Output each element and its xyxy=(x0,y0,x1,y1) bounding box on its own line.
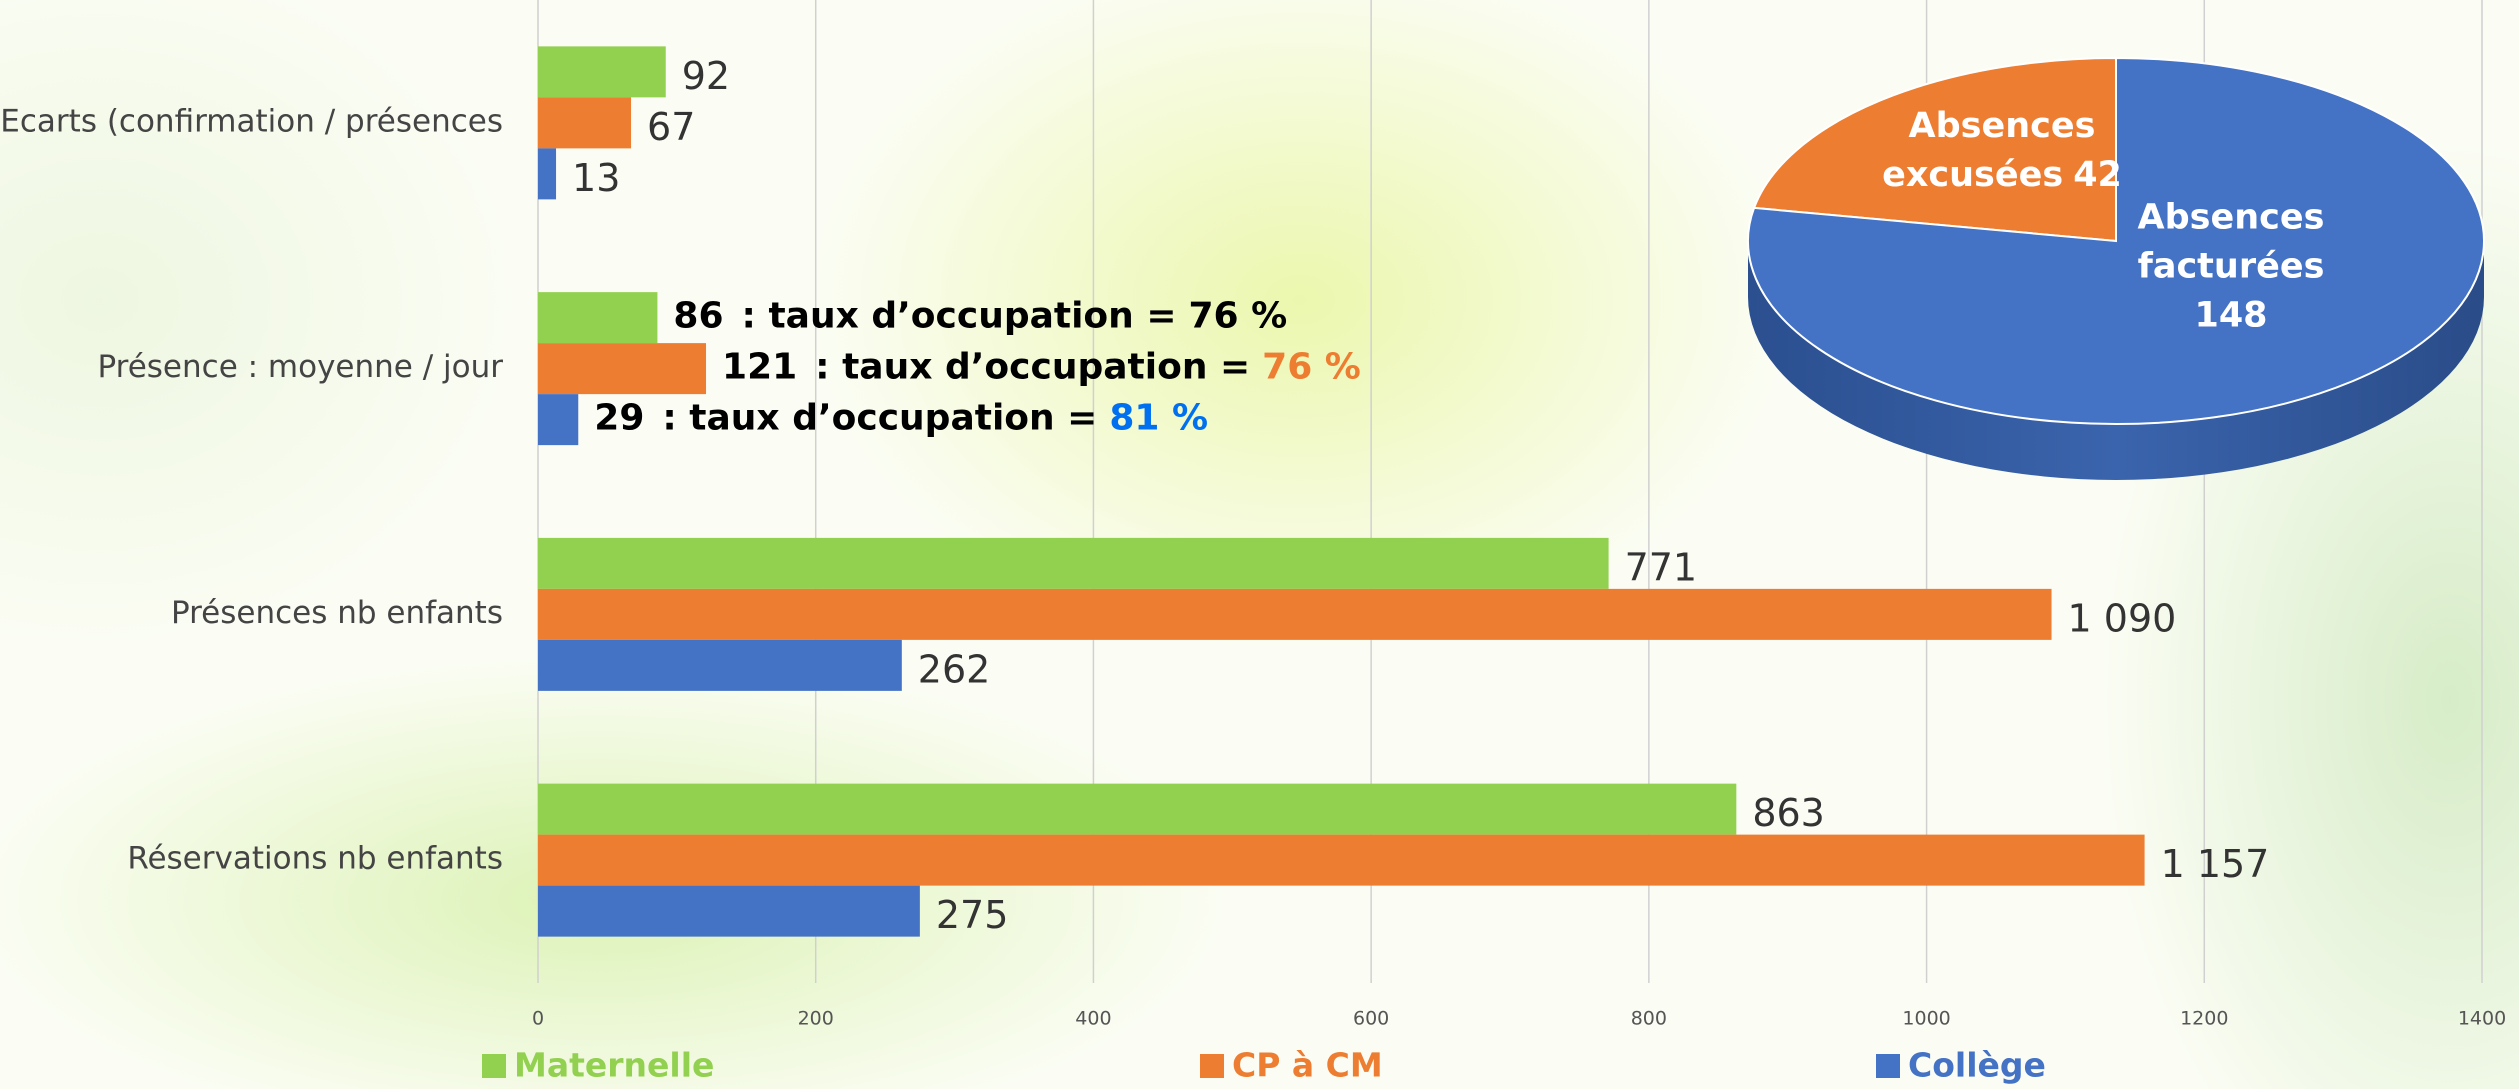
pie-slice xyxy=(1752,56,2117,243)
occupancy-text: : taux d’occupation = xyxy=(815,347,1250,388)
bar xyxy=(538,885,920,937)
bar xyxy=(538,148,557,200)
value-text: 121 xyxy=(722,347,797,388)
value-label: 1 157 xyxy=(2161,842,2270,886)
bar xyxy=(538,639,902,691)
value-text: 1 090 xyxy=(2068,596,2177,640)
y-tick-label: Réservations nb enfants xyxy=(127,841,503,877)
legend-label: CP à CM xyxy=(1232,1046,1383,1085)
occupancy-rate: 76 % xyxy=(1189,296,1288,337)
legend-label: Collège xyxy=(1908,1046,2046,1085)
bar xyxy=(538,588,2052,640)
x-tick-label: 600 xyxy=(1353,1008,1389,1030)
y-tick-label: Ecarts (confirmation / présences xyxy=(0,103,503,139)
value-label: 121 : taux d’occupation = 76 % xyxy=(722,347,1361,388)
value-label: 13 xyxy=(572,155,620,199)
legend-label: Maternelle xyxy=(514,1046,714,1085)
y-tick-label: Présences nb enfants xyxy=(171,595,503,631)
value-label: 67 xyxy=(647,104,695,148)
bar xyxy=(538,537,1609,589)
bar xyxy=(538,394,579,446)
value-label: 262 xyxy=(918,647,991,691)
bar xyxy=(538,97,632,149)
value-text: 1 157 xyxy=(2161,842,2270,886)
value-label: 863 xyxy=(1752,791,1825,835)
value-text: 275 xyxy=(936,893,1009,937)
x-tick-label: 0 xyxy=(532,1008,544,1030)
value-text: 67 xyxy=(647,104,695,148)
legend-swatch xyxy=(1876,1054,1900,1078)
value-text: 771 xyxy=(1625,545,1698,589)
bar xyxy=(538,46,666,98)
pie-slice xyxy=(1747,56,2485,425)
occupancy-rate: 76 % xyxy=(1262,347,1361,388)
value-text: 29 xyxy=(594,398,644,439)
occupancy-rate: 81 % xyxy=(1109,398,1208,439)
pie-side xyxy=(1748,241,2484,480)
x-tick-label: 400 xyxy=(1075,1008,1111,1030)
value-label: 86 : taux d’occupation = 76 % xyxy=(673,296,1287,337)
x-tick-label: 200 xyxy=(798,1008,834,1030)
x-tick-label: 1000 xyxy=(1902,1008,1950,1030)
occupancy-text: : taux d’occupation = xyxy=(742,296,1177,337)
value-label: 92 xyxy=(682,53,730,97)
legend-swatch xyxy=(482,1054,506,1078)
value-label: 29 : taux d’occupation = 81 % xyxy=(594,398,1208,439)
pie-value: 148 xyxy=(2194,295,2268,336)
value-label: 1 090 xyxy=(2068,596,2177,640)
pie-label: Absences excusées 42 xyxy=(1857,102,2147,200)
pie-label-text: Absences excusées xyxy=(1882,106,2096,195)
x-tick-label: 1200 xyxy=(2180,1008,2228,1030)
bar xyxy=(538,783,1737,835)
x-tick-label: 800 xyxy=(1631,1008,1667,1030)
bar xyxy=(538,343,707,395)
value-label: 771 xyxy=(1625,545,1698,589)
occupancy-text: : taux d’occupation = xyxy=(662,398,1097,439)
value-text: 86 xyxy=(673,296,723,337)
value-label: 275 xyxy=(936,893,1009,937)
value-text: 262 xyxy=(918,647,991,691)
pie-label-text: Absences facturées xyxy=(2137,197,2325,287)
pie-value: 42 xyxy=(2073,155,2122,195)
y-tick-label: Présence : moyenne / jour xyxy=(98,349,504,385)
bar xyxy=(538,292,658,344)
value-text: 863 xyxy=(1752,791,1825,835)
pie-label: Absences facturées 148 xyxy=(2101,194,2361,341)
value-text: 13 xyxy=(572,155,620,199)
legend-swatch xyxy=(1200,1054,1224,1078)
bar xyxy=(538,834,2145,886)
x-tick-label: 1400 xyxy=(2458,1008,2506,1030)
value-text: 92 xyxy=(682,53,730,97)
